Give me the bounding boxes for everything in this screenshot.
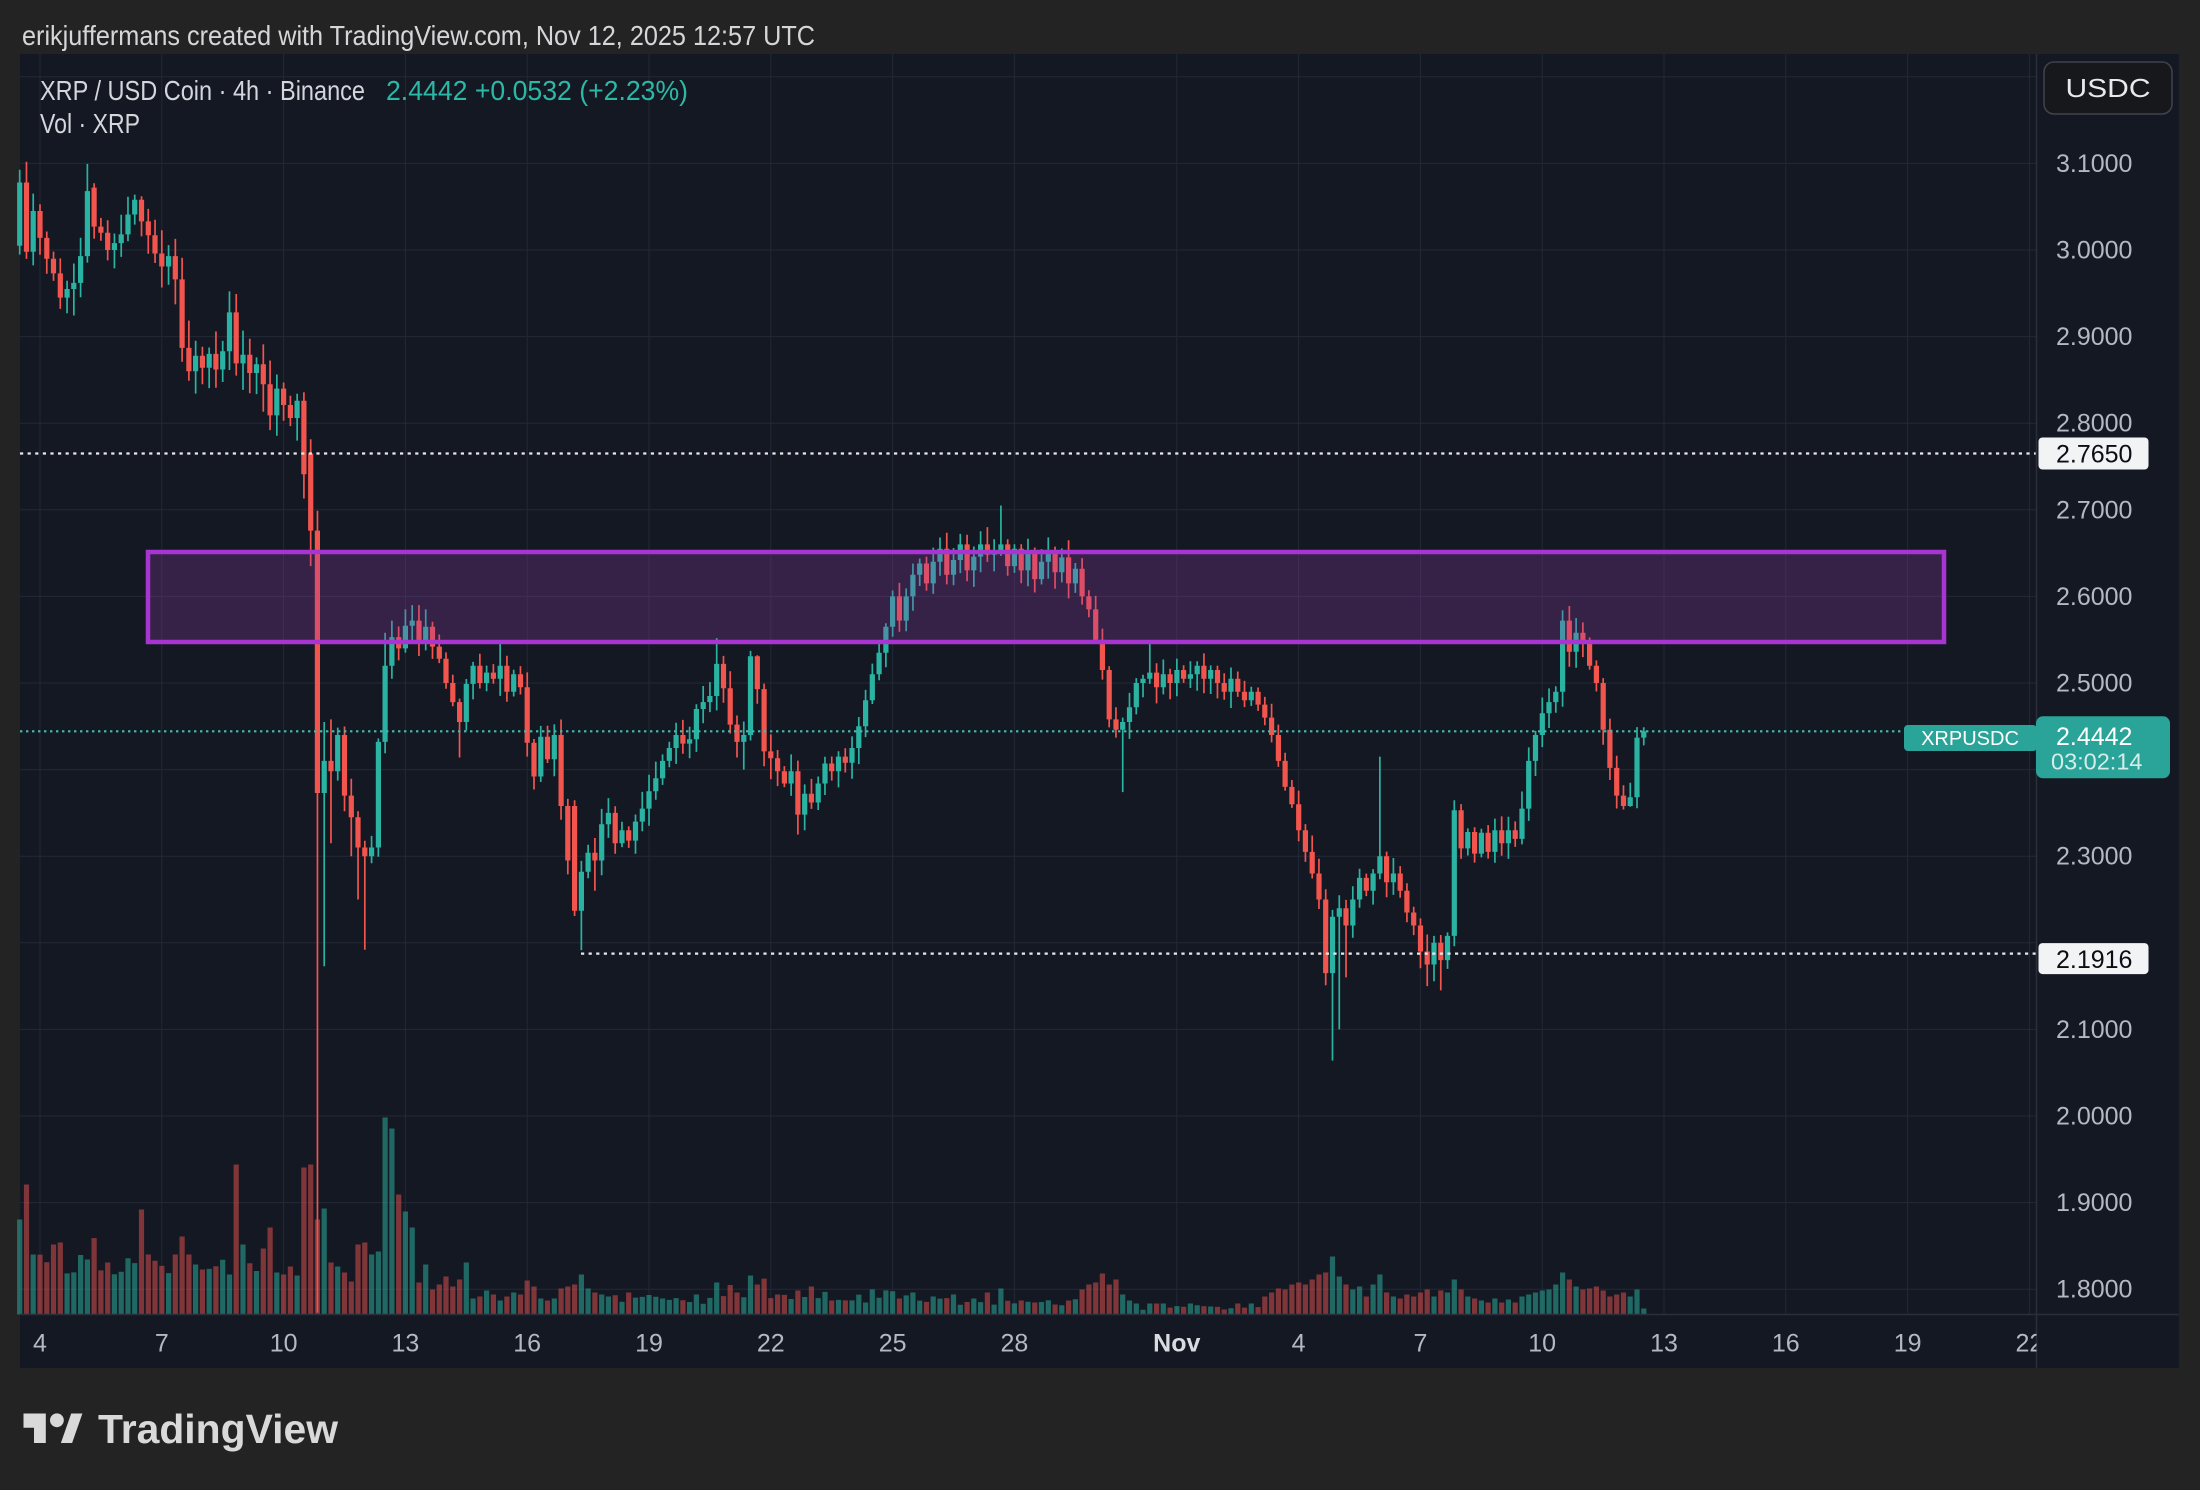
svg-text:22: 22 (2015, 1330, 2043, 1358)
svg-text:28: 28 (1000, 1330, 1028, 1358)
svg-text:1.9000: 1.9000 (2056, 1189, 2132, 1217)
svg-text:13: 13 (1650, 1330, 1678, 1358)
svg-text:10: 10 (1528, 1330, 1556, 1358)
svg-text:2.6000: 2.6000 (2056, 583, 2132, 611)
svg-text:19: 19 (1894, 1330, 1922, 1358)
svg-text:2.4442 +0.0532 (+2.23%): 2.4442 +0.0532 (+2.23%) (386, 75, 688, 106)
svg-text:2.7650: 2.7650 (2056, 441, 2132, 469)
svg-text:2.1000: 2.1000 (2056, 1016, 2132, 1044)
svg-text:4: 4 (33, 1330, 47, 1358)
svg-text:3.0000: 3.0000 (2056, 237, 2132, 265)
svg-text:4: 4 (1292, 1330, 1306, 1358)
svg-text:1.8000: 1.8000 (2056, 1276, 2132, 1304)
svg-text:3.1000: 3.1000 (2056, 150, 2132, 178)
svg-text:7: 7 (1413, 1330, 1427, 1358)
svg-text:2.3000: 2.3000 (2056, 843, 2132, 871)
svg-text:19: 19 (635, 1330, 663, 1358)
svg-text:2.1916: 2.1916 (2056, 946, 2132, 974)
svg-text:16: 16 (513, 1330, 541, 1358)
svg-text:25: 25 (879, 1330, 907, 1358)
svg-text:2.5000: 2.5000 (2056, 670, 2132, 698)
svg-text:2.8000: 2.8000 (2056, 410, 2132, 438)
svg-text:2.0000: 2.0000 (2056, 1103, 2132, 1131)
svg-text:10: 10 (270, 1330, 298, 1358)
svg-text:Vol · XRP: Vol · XRP (40, 108, 140, 139)
svg-text:2.7000: 2.7000 (2056, 496, 2132, 524)
svg-text:22: 22 (757, 1330, 785, 1358)
svg-text:03:02:14: 03:02:14 (2051, 748, 2142, 774)
svg-text:TradingView: TradingView (98, 1406, 338, 1452)
svg-text:2.4442: 2.4442 (2056, 723, 2132, 751)
svg-text:13: 13 (391, 1330, 419, 1358)
svg-text:erikjuffermans created with Tr: erikjuffermans created with TradingView.… (22, 20, 815, 51)
svg-text:7: 7 (155, 1330, 169, 1358)
svg-text:USDC: USDC (2066, 73, 2151, 103)
svg-text:Nov: Nov (1153, 1330, 1200, 1358)
svg-text:XRPUSDC: XRPUSDC (1921, 728, 2019, 750)
svg-text:16: 16 (1772, 1330, 1800, 1358)
svg-text:2.9000: 2.9000 (2056, 323, 2132, 351)
svg-text:XRP / USD Coin · 4h · Binance: XRP / USD Coin · 4h · Binance (40, 75, 365, 106)
